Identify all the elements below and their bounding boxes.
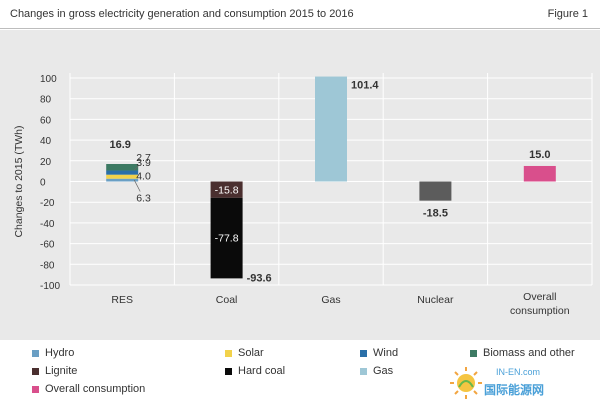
y-tick-label: -80 [40,260,55,271]
x-tick-label: consumption [510,305,570,317]
legend-swatch [32,367,39,375]
legend-item: Wind [360,347,398,359]
legend-swatch [470,349,477,357]
legend-label: Wind [373,347,399,359]
bar-hydro [106,178,139,182]
legend-swatch [225,349,232,357]
leader-line-biomass [133,179,141,192]
legend-label: Solar [238,347,264,359]
x-tick-label: Nuclear [417,294,454,306]
watermark-site-name: 国际能源网 [484,383,545,397]
bar-hard-coal [210,197,243,279]
legend-swatch [225,367,232,375]
figure-label: Figure 1 [547,8,588,20]
watermark-domain: IN-EN.com [496,367,541,377]
legend-item: Overall consumption [32,383,145,395]
bar-chart: 100 80 60 40 20 0 -20 -40 -60 -80 -100 Changes to 2… [13,73,593,317]
bar-biomass-and-other [106,164,139,171]
legend-swatch [32,349,39,357]
legend-item: Solar [225,347,264,359]
watermark: IN-EN.com 国际能源网 [444,363,594,403]
data-label-overall: 15.0 [529,149,550,161]
legend-label: Hydro [45,347,75,359]
data-label-res-total: 16.9 [109,139,130,151]
y-tick-label: 0 [40,178,46,189]
x-tick-label: Overall [523,291,556,303]
chart-panel: 100 80 60 40 20 0 -20 -40 -60 -80 -100 Changes to 2… [0,30,600,340]
watermark-logo-icon [450,367,482,399]
y-tick-label: -60 [40,240,55,251]
legend-swatch [32,385,39,393]
legend-swatch [360,367,367,375]
chart-header: Changes in gross electricity generation … [0,0,600,30]
y-tick-label: 20 [40,157,52,168]
chart-title: Changes in gross electricity generation … [10,8,354,20]
x-tick-label: Gas [321,294,340,306]
legend-label: Overall consumption [45,383,146,395]
legend-label: Hard coal [238,365,286,377]
data-label-wind: 4.0 [136,170,151,182]
legend-item: Hard coal [225,365,285,377]
leader-line-hydro [133,165,139,171]
y-tick-label: -100 [40,281,60,292]
y-tick-label: -40 [40,219,55,230]
y-tick-label: 80 [40,95,52,106]
legend: Hydro Solar Wind Biomass and other Lignite Ha… [0,340,600,407]
legend-label: Lignite [45,365,78,377]
legend-swatch [360,349,367,357]
data-label-nuclear: -18.5 [423,208,448,220]
y-axis-label: Changes to 2015 (TWh) [13,125,25,237]
y-tick-label: 60 [40,115,52,126]
data-label-lignite: -15.8 [215,185,239,197]
header-divider [0,28,600,29]
bar-solar [106,174,139,179]
y-tick-label: 100 [40,74,57,85]
bar-nuclear [419,181,452,201]
data-label-hard-coal: -77.8 [215,232,239,244]
y-tick-label: 40 [40,136,52,147]
bar-gas [315,76,347,182]
bar-lignite [210,181,243,198]
x-tick-label: Coal [216,294,238,306]
data-label-hydro: 2.7 [136,152,151,164]
bar-wind [106,170,139,175]
data-label-coal-total: -93.6 [247,272,272,284]
legend-label: Biomass and other [483,347,575,359]
x-tick-label: RES [111,294,133,306]
legend-item: Gas [360,365,393,377]
data-label-solar: 3.9 [136,157,151,169]
y-tick-label: -20 [40,198,55,209]
data-label-gas: 101.4 [351,80,379,92]
legend-item: Biomass and other [470,347,575,359]
bar-overall-consumption [523,165,556,182]
legend-item: Lignite [32,365,77,377]
legend-item: Hydro [32,347,74,359]
data-label-biomass: 6.3 [136,193,151,205]
legend-label: Gas [373,365,394,377]
